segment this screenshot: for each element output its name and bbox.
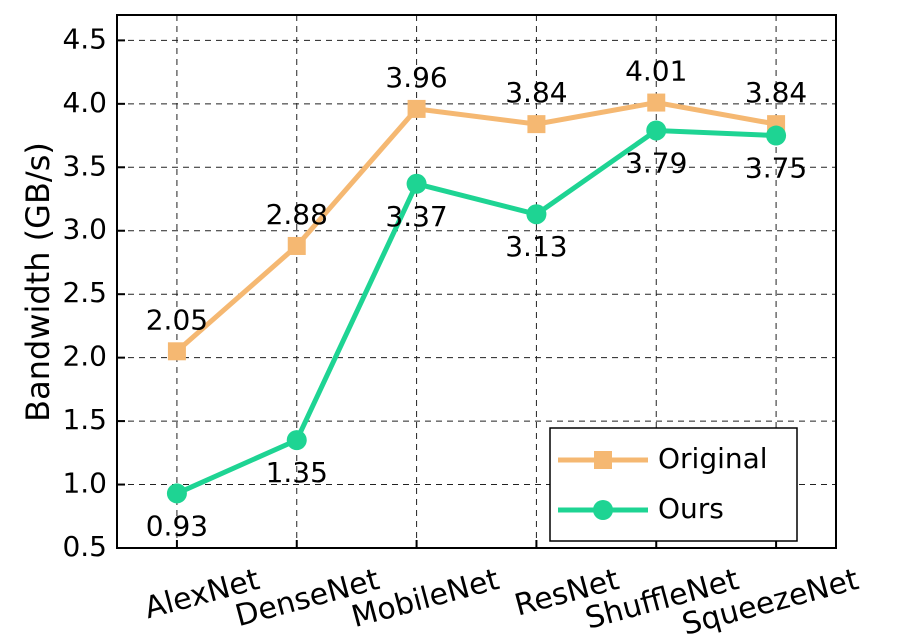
marker: [527, 115, 546, 134]
y-tick-label: 3.5: [62, 149, 107, 182]
data-label: 3.37: [385, 200, 447, 233]
data-label: 3.13: [505, 230, 567, 263]
marker: [167, 342, 186, 361]
y-tick-label: 2.0: [62, 340, 107, 373]
legend-marker: [594, 451, 612, 469]
line: [175, 100, 777, 354]
marker: [646, 120, 667, 141]
y-axis-title: Bandwidth (GB/s): [19, 142, 57, 422]
legend-marker: [593, 500, 613, 520]
y-tick-label: 1.5: [62, 403, 107, 436]
data-label: 2.05: [146, 303, 208, 336]
y-tick-label: 2.5: [62, 276, 107, 309]
data-label: 3.75: [745, 152, 807, 185]
legend-box: [549, 427, 798, 542]
y-tick-label: 1.0: [62, 467, 107, 500]
marker: [286, 430, 307, 451]
legend-label: Ours: [658, 492, 724, 525]
y-tick-label: 4.5: [62, 22, 107, 55]
data-label: 3.84: [745, 76, 807, 109]
marker: [647, 93, 666, 112]
data-label: 2.88: [266, 198, 328, 231]
y-tick-label: 4.0: [62, 86, 107, 119]
marker: [166, 483, 187, 504]
data-label: 3.96: [385, 61, 447, 94]
plot-frame: [116, 14, 837, 549]
y-tick-label: 0.5: [62, 530, 107, 563]
legend-label: Original: [658, 442, 768, 475]
marker: [406, 173, 427, 194]
data-label: 1.35: [266, 456, 328, 489]
data-label: 0.93: [146, 509, 208, 542]
marker: [766, 125, 787, 146]
marker: [526, 204, 547, 225]
marker: [287, 236, 306, 255]
data-label: 3.84: [505, 76, 567, 109]
line: [175, 127, 777, 496]
y-tick-label: 3.0: [62, 213, 107, 246]
data-label: 3.79: [625, 146, 687, 179]
marker: [407, 99, 426, 118]
data-label: 4.01: [625, 55, 687, 88]
